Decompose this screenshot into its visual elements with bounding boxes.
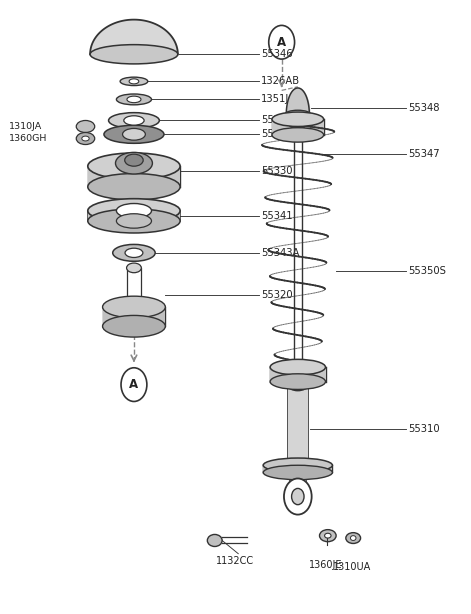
Ellipse shape <box>116 203 152 218</box>
Text: 1351JA: 1351JA <box>261 95 296 104</box>
Text: 1326AB: 1326AB <box>261 76 300 87</box>
Text: 55346: 55346 <box>261 49 292 60</box>
Ellipse shape <box>115 152 153 174</box>
Text: 55341: 55341 <box>261 211 292 221</box>
Text: 1310JA: 1310JA <box>9 122 42 131</box>
Ellipse shape <box>288 467 308 478</box>
Ellipse shape <box>270 374 325 389</box>
Ellipse shape <box>88 174 180 200</box>
Circle shape <box>284 478 312 515</box>
Ellipse shape <box>129 79 139 84</box>
Ellipse shape <box>116 94 152 105</box>
Ellipse shape <box>127 302 141 312</box>
Ellipse shape <box>82 136 89 141</box>
Text: 55342A: 55342A <box>261 130 300 139</box>
Ellipse shape <box>76 120 95 133</box>
Ellipse shape <box>109 112 159 128</box>
Ellipse shape <box>325 533 331 538</box>
Ellipse shape <box>288 380 308 391</box>
Bar <box>290 473 306 495</box>
Bar <box>263 465 333 473</box>
Text: A: A <box>130 378 138 391</box>
Text: 1310UA: 1310UA <box>333 562 371 572</box>
Ellipse shape <box>290 490 306 500</box>
Text: A: A <box>277 36 286 49</box>
Bar <box>270 367 325 382</box>
Text: 1132CC: 1132CC <box>217 556 254 566</box>
Text: 55345: 55345 <box>261 115 292 125</box>
Text: 55350S: 55350S <box>409 266 447 276</box>
Text: 1360GH: 1360GH <box>9 134 48 143</box>
Ellipse shape <box>346 532 361 543</box>
Ellipse shape <box>125 248 143 257</box>
Bar <box>103 307 165 326</box>
Ellipse shape <box>116 214 152 228</box>
Ellipse shape <box>263 458 333 473</box>
Bar <box>88 166 180 187</box>
Text: 1360JE: 1360JE <box>309 559 342 570</box>
Ellipse shape <box>290 122 306 128</box>
Ellipse shape <box>125 154 143 166</box>
Circle shape <box>292 488 304 505</box>
Ellipse shape <box>88 209 180 233</box>
Ellipse shape <box>272 128 324 142</box>
Ellipse shape <box>288 117 308 124</box>
Bar <box>272 119 324 135</box>
Ellipse shape <box>103 296 165 318</box>
Text: 55310: 55310 <box>409 424 440 433</box>
Ellipse shape <box>285 111 311 119</box>
Ellipse shape <box>120 77 148 85</box>
Ellipse shape <box>104 125 164 143</box>
Ellipse shape <box>350 535 356 540</box>
Ellipse shape <box>88 199 180 223</box>
Ellipse shape <box>127 96 141 103</box>
Ellipse shape <box>90 45 178 64</box>
Ellipse shape <box>88 153 180 179</box>
Ellipse shape <box>124 116 144 125</box>
Ellipse shape <box>207 534 222 546</box>
Text: 55348: 55348 <box>409 103 440 114</box>
Ellipse shape <box>76 133 95 144</box>
Text: 55343A: 55343A <box>261 248 299 258</box>
Bar <box>288 385 308 473</box>
Ellipse shape <box>270 359 325 375</box>
Ellipse shape <box>263 465 333 480</box>
Ellipse shape <box>113 244 155 262</box>
Ellipse shape <box>103 316 165 337</box>
Text: 55330: 55330 <box>261 166 292 176</box>
Bar <box>88 211 180 221</box>
Ellipse shape <box>122 128 146 140</box>
Ellipse shape <box>272 112 324 126</box>
Text: 55320: 55320 <box>261 290 292 300</box>
Ellipse shape <box>319 530 336 542</box>
Text: 55347: 55347 <box>409 149 440 158</box>
Ellipse shape <box>127 263 141 273</box>
